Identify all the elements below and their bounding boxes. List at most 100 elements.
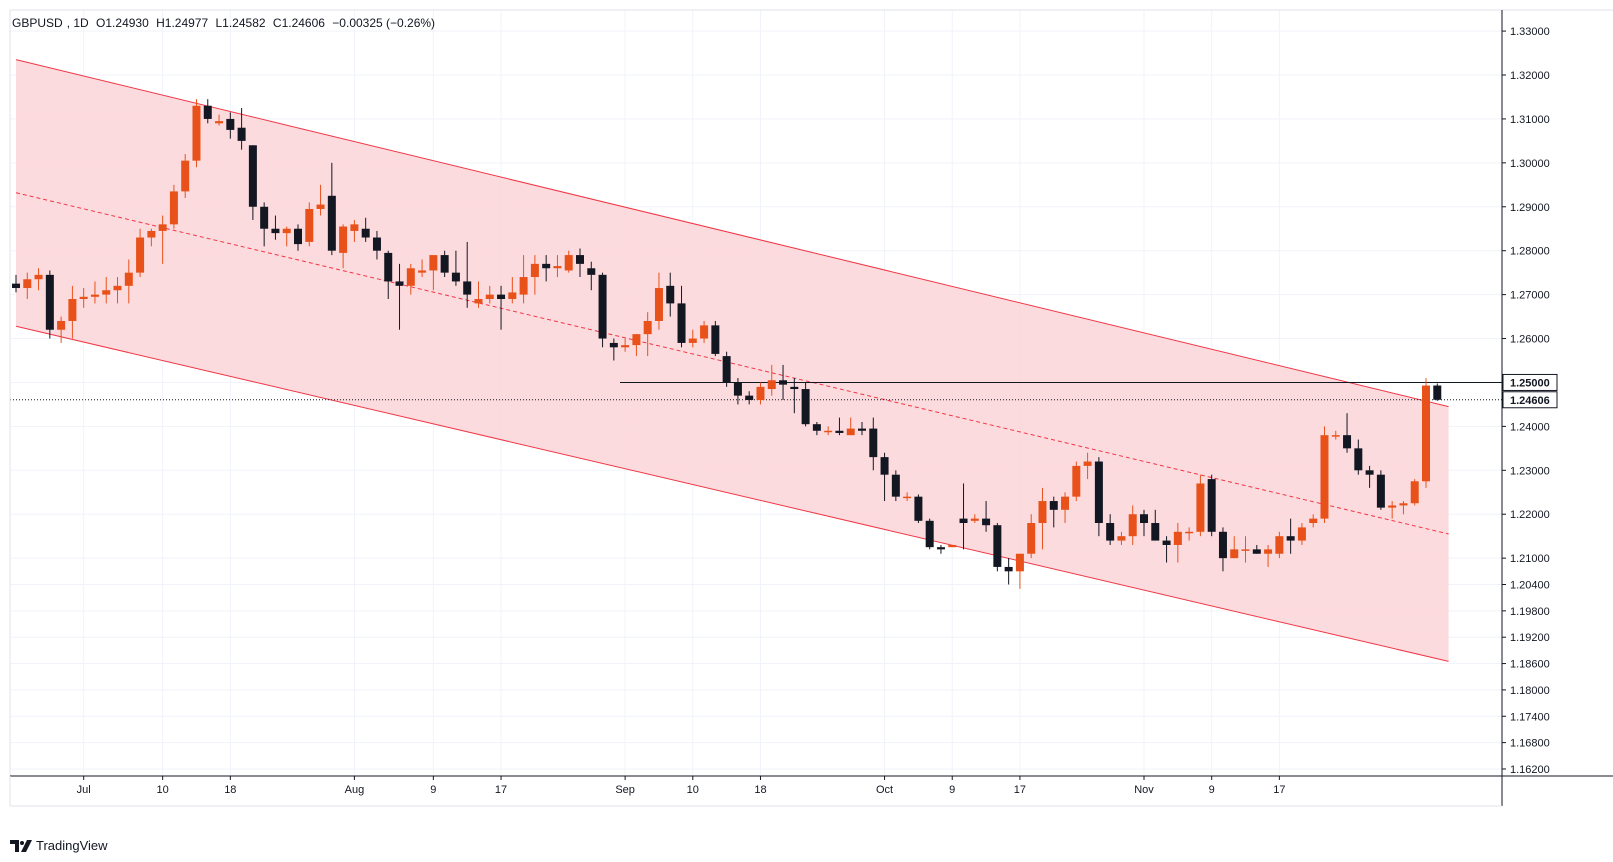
x-tick-label: 17 bbox=[1014, 784, 1026, 796]
candle-up bbox=[418, 270, 427, 273]
y-tick-label: 1.23000 bbox=[1510, 465, 1550, 477]
candle-down bbox=[226, 118, 235, 130]
high-value: H1.24977 bbox=[156, 16, 209, 30]
candle-up bbox=[1117, 536, 1126, 541]
candle-up bbox=[948, 544, 957, 548]
candle-down bbox=[598, 274, 607, 339]
close-value: C1.24606 bbox=[272, 16, 325, 30]
candle-up bbox=[1264, 549, 1273, 554]
candle-up bbox=[1083, 461, 1092, 466]
candle-up bbox=[181, 160, 190, 192]
candle-up bbox=[429, 255, 438, 271]
x-tick-label: 10 bbox=[157, 784, 169, 796]
candle-down bbox=[587, 268, 596, 275]
candle-down bbox=[260, 206, 269, 229]
channel-middle-line bbox=[15, 192, 1449, 535]
candle-down bbox=[745, 395, 754, 401]
x-tick-label: Jul bbox=[77, 784, 91, 796]
interval-label: 1D bbox=[73, 16, 89, 30]
open-value: O1.24930 bbox=[96, 16, 149, 30]
y-tick-label: 1.24000 bbox=[1510, 421, 1550, 433]
y-tick-label: 1.30000 bbox=[1510, 158, 1550, 170]
candle-down bbox=[993, 525, 1002, 567]
candle-up bbox=[23, 279, 32, 289]
x-tick-label: Nov bbox=[1134, 784, 1154, 796]
candle-up bbox=[158, 224, 167, 231]
candle-up bbox=[519, 277, 528, 295]
tradingview-icon bbox=[10, 839, 32, 852]
candle-down bbox=[891, 474, 900, 497]
candle-up bbox=[90, 294, 99, 297]
y-tick-label: 1.16200 bbox=[1510, 764, 1550, 776]
price-tag-label: 1.25000 bbox=[1510, 377, 1550, 389]
candle-down bbox=[959, 518, 968, 524]
candle-down bbox=[812, 424, 821, 431]
candle-up bbox=[474, 299, 483, 304]
candle-up bbox=[530, 263, 539, 278]
candle-up bbox=[79, 296, 88, 300]
candle-down bbox=[733, 382, 742, 396]
candle-down bbox=[1286, 536, 1295, 541]
candle-down bbox=[1354, 448, 1363, 471]
symbol-name: GBPUSD bbox=[12, 16, 63, 30]
candle-down bbox=[1207, 479, 1216, 532]
candle-up bbox=[192, 105, 201, 161]
candle-down bbox=[711, 325, 720, 354]
y-tick-label: 1.19200 bbox=[1510, 632, 1550, 644]
candle-up bbox=[824, 430, 833, 433]
low-value: L1.24582 bbox=[215, 16, 266, 30]
y-tick-label: 1.27000 bbox=[1510, 290, 1550, 302]
change-value: −0.00325 (−0.26%) bbox=[332, 16, 436, 30]
candle-up bbox=[305, 208, 314, 242]
candle-down bbox=[1343, 435, 1352, 449]
candle-up bbox=[124, 272, 133, 286]
candle-up bbox=[1309, 518, 1318, 524]
candle-up bbox=[1410, 481, 1419, 504]
y-tick-label: 1.19800 bbox=[1510, 606, 1550, 618]
x-tick-label: 17 bbox=[1273, 784, 1285, 796]
x-tick-label: Oct bbox=[876, 784, 893, 796]
y-tick-label: 1.18600 bbox=[1510, 659, 1550, 671]
candle-down bbox=[1376, 474, 1385, 508]
candle-up bbox=[700, 325, 709, 339]
candle-up bbox=[169, 191, 178, 225]
candle-up bbox=[57, 320, 66, 330]
candle-down bbox=[835, 430, 844, 433]
channel-upper-line bbox=[15, 59, 1449, 408]
candle-down bbox=[779, 380, 788, 385]
y-tick-label: 1.26000 bbox=[1510, 334, 1550, 346]
candle-down bbox=[576, 255, 584, 264]
y-tick-label: 1.28000 bbox=[1510, 246, 1550, 258]
candle-up bbox=[643, 320, 652, 335]
candle-down bbox=[372, 237, 381, 251]
candle-up bbox=[1173, 531, 1182, 545]
x-tick-label: 17 bbox=[495, 784, 507, 796]
candle-up bbox=[1185, 531, 1194, 534]
candle-down bbox=[1433, 385, 1442, 400]
y-tick-label: 1.18000 bbox=[1510, 685, 1550, 697]
candle-down bbox=[294, 228, 302, 245]
regression-channel-fill bbox=[16, 59, 1449, 662]
x-tick-label: 18 bbox=[224, 784, 236, 796]
tradingview-logo[interactable]: TradingView bbox=[10, 838, 108, 853]
y-tick-label: 1.29000 bbox=[1510, 202, 1550, 214]
candle-up bbox=[621, 345, 630, 348]
candle-down bbox=[936, 547, 945, 550]
candle-up bbox=[34, 274, 43, 280]
y-tick-label: 1.22000 bbox=[1510, 509, 1550, 521]
candle-down bbox=[1106, 523, 1115, 541]
candle-up bbox=[1038, 501, 1047, 524]
candle-up bbox=[1128, 514, 1137, 537]
candle-up bbox=[756, 386, 765, 401]
candle-down bbox=[1140, 514, 1148, 524]
candle-up bbox=[1399, 503, 1408, 506]
x-tick-label: 18 bbox=[754, 784, 766, 796]
candle-down bbox=[1162, 540, 1171, 545]
candle-up bbox=[339, 226, 348, 253]
candle-down bbox=[1049, 501, 1058, 510]
candle-up bbox=[846, 428, 855, 436]
candle-down bbox=[1094, 461, 1103, 524]
candle-up bbox=[508, 292, 517, 300]
x-tick-label: 9 bbox=[1209, 784, 1215, 796]
